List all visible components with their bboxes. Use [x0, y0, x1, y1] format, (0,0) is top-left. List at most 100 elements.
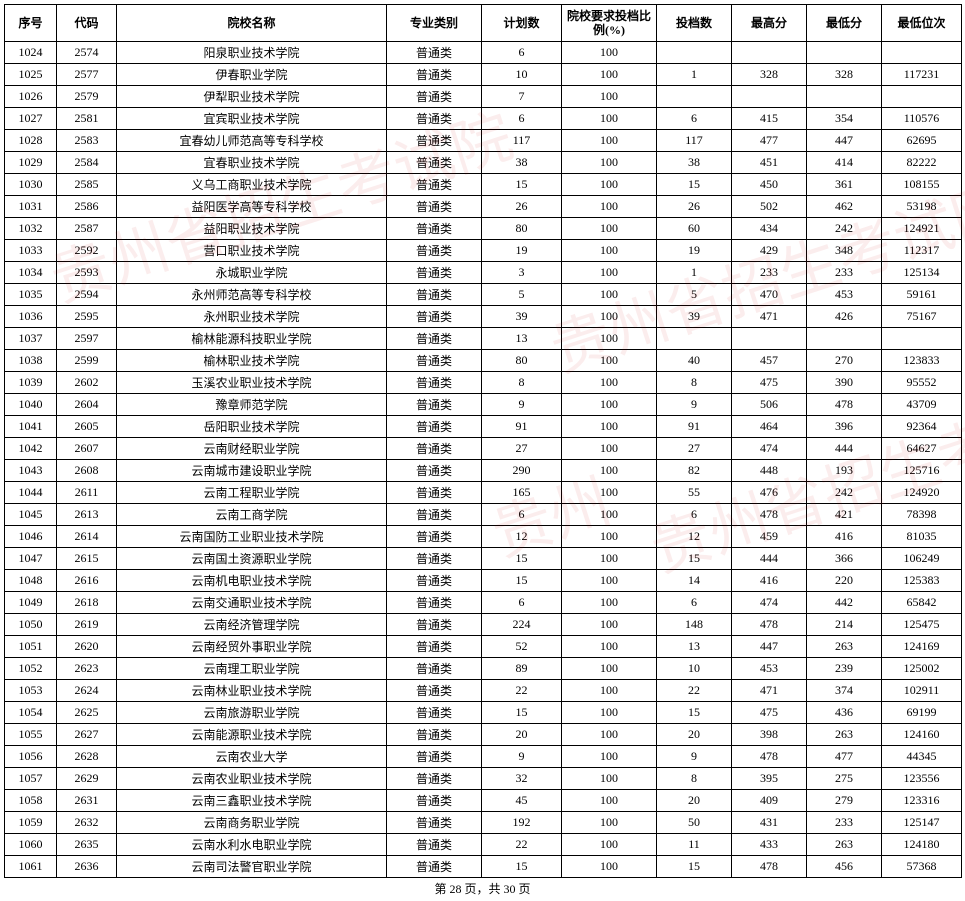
cell-name: 云南工商学院: [117, 504, 387, 526]
cell-rank: 124920: [882, 482, 962, 504]
cell-rank: 108155: [882, 174, 962, 196]
table-row: 10552627云南能源职业技术学院普通类2010020398263124160: [5, 724, 962, 746]
cell-seq: 1056: [5, 746, 57, 768]
cell-min: 436: [807, 702, 882, 724]
cell-name: 永城职业学院: [117, 262, 387, 284]
cell-type: 普通类: [387, 174, 482, 196]
cell-rank: 44345: [882, 746, 962, 768]
cell-name: 伊春职业学院: [117, 64, 387, 86]
header-plan: 计划数: [482, 5, 562, 42]
header-filed: 投档数: [657, 5, 732, 42]
cell-type: 普通类: [387, 306, 482, 328]
cell-type: 普通类: [387, 812, 482, 834]
cell-type: 普通类: [387, 746, 482, 768]
table-row: 10572629云南农业职业技术学院普通类321008395275123556: [5, 768, 962, 790]
table-row: 10412605岳阳职业技术学院普通类911009146439692364: [5, 416, 962, 438]
cell-filed: 27: [657, 438, 732, 460]
cell-max: 474: [732, 438, 807, 460]
cell-filed: [657, 42, 732, 64]
cell-max: 409: [732, 790, 807, 812]
table-row: 10362595永州职业技术学院普通类391003947142675167: [5, 306, 962, 328]
cell-max: 475: [732, 702, 807, 724]
cell-plan: 39: [482, 306, 562, 328]
cell-rank: [882, 86, 962, 108]
table-row: 10422607云南财经职业学院普通类271002747444464627: [5, 438, 962, 460]
cell-type: 普通类: [387, 240, 482, 262]
cell-ratio: 100: [562, 592, 657, 614]
cell-rank: 125002: [882, 658, 962, 680]
table-row: 10592632云南商务职业学院普通类19210050431233125147: [5, 812, 962, 834]
cell-plan: 32: [482, 768, 562, 790]
cell-min: [807, 42, 882, 64]
cell-name: 云南三鑫职业技术学院: [117, 790, 387, 812]
cell-type: 普通类: [387, 790, 482, 812]
admission-table: 序号 代码 院校名称 专业类别 计划数 院校要求投档比例(%) 投档数 最高分 …: [4, 4, 962, 878]
cell-type: 普通类: [387, 680, 482, 702]
cell-filed: 1: [657, 262, 732, 284]
cell-ratio: 100: [562, 64, 657, 86]
cell-min: 233: [807, 262, 882, 284]
cell-min: 270: [807, 350, 882, 372]
cell-max: 444: [732, 548, 807, 570]
cell-max: 415: [732, 108, 807, 130]
table-row: 10312586益阳医学高等专科学校普通类261002650246253198: [5, 196, 962, 218]
cell-ratio: 100: [562, 702, 657, 724]
cell-ratio: 100: [562, 570, 657, 592]
cell-rank: 82222: [882, 152, 962, 174]
cell-seq: 1029: [5, 152, 57, 174]
cell-max: 434: [732, 218, 807, 240]
cell-rank: 123556: [882, 768, 962, 790]
cell-seq: 1055: [5, 724, 57, 746]
cell-rank: 53198: [882, 196, 962, 218]
cell-min: 242: [807, 218, 882, 240]
cell-min: 453: [807, 284, 882, 306]
cell-rank: 59161: [882, 284, 962, 306]
cell-type: 普通类: [387, 130, 482, 152]
cell-ratio: 100: [562, 746, 657, 768]
cell-name: 岳阳职业技术学院: [117, 416, 387, 438]
cell-filed: 55: [657, 482, 732, 504]
cell-min: 447: [807, 130, 882, 152]
cell-filed: 19: [657, 240, 732, 262]
cell-ratio: 100: [562, 812, 657, 834]
cell-code: 2597: [57, 328, 117, 350]
cell-max: 451: [732, 152, 807, 174]
cell-type: 普通类: [387, 724, 482, 746]
cell-filed: 13: [657, 636, 732, 658]
cell-plan: 165: [482, 482, 562, 504]
cell-plan: 224: [482, 614, 562, 636]
cell-filed: 9: [657, 746, 732, 768]
cell-min: 462: [807, 196, 882, 218]
cell-plan: 3: [482, 262, 562, 284]
cell-name: 云南林业职业技术学院: [117, 680, 387, 702]
cell-filed: 14: [657, 570, 732, 592]
table-row: 10272581宜宾职业技术学院普通类61006415354110576: [5, 108, 962, 130]
cell-plan: 15: [482, 570, 562, 592]
cell-code: 2605: [57, 416, 117, 438]
cell-rank: 102911: [882, 680, 962, 702]
cell-plan: 290: [482, 460, 562, 482]
cell-type: 普通类: [387, 614, 482, 636]
cell-plan: 52: [482, 636, 562, 658]
cell-plan: 6: [482, 42, 562, 64]
cell-name: 云南经贸外事职业学院: [117, 636, 387, 658]
cell-max: 429: [732, 240, 807, 262]
cell-type: 普通类: [387, 284, 482, 306]
cell-filed: 22: [657, 680, 732, 702]
cell-seq: 1058: [5, 790, 57, 812]
cell-filed: 8: [657, 372, 732, 394]
table-row: 10302585义乌工商职业技术学院普通类1510015450361108155: [5, 174, 962, 196]
cell-max: 506: [732, 394, 807, 416]
cell-code: 2577: [57, 64, 117, 86]
cell-name: 云南农业大学: [117, 746, 387, 768]
cell-filed: 39: [657, 306, 732, 328]
cell-max: 395: [732, 768, 807, 790]
table-row: 10512620云南经贸外事职业学院普通类5210013447263124169: [5, 636, 962, 658]
cell-ratio: 100: [562, 108, 657, 130]
cell-max: 477: [732, 130, 807, 152]
cell-min: 263: [807, 636, 882, 658]
table-row: 10432608云南城市建设职业学院普通类2901008244819312571…: [5, 460, 962, 482]
cell-max: 431: [732, 812, 807, 834]
cell-filed: 82: [657, 460, 732, 482]
cell-min: 348: [807, 240, 882, 262]
